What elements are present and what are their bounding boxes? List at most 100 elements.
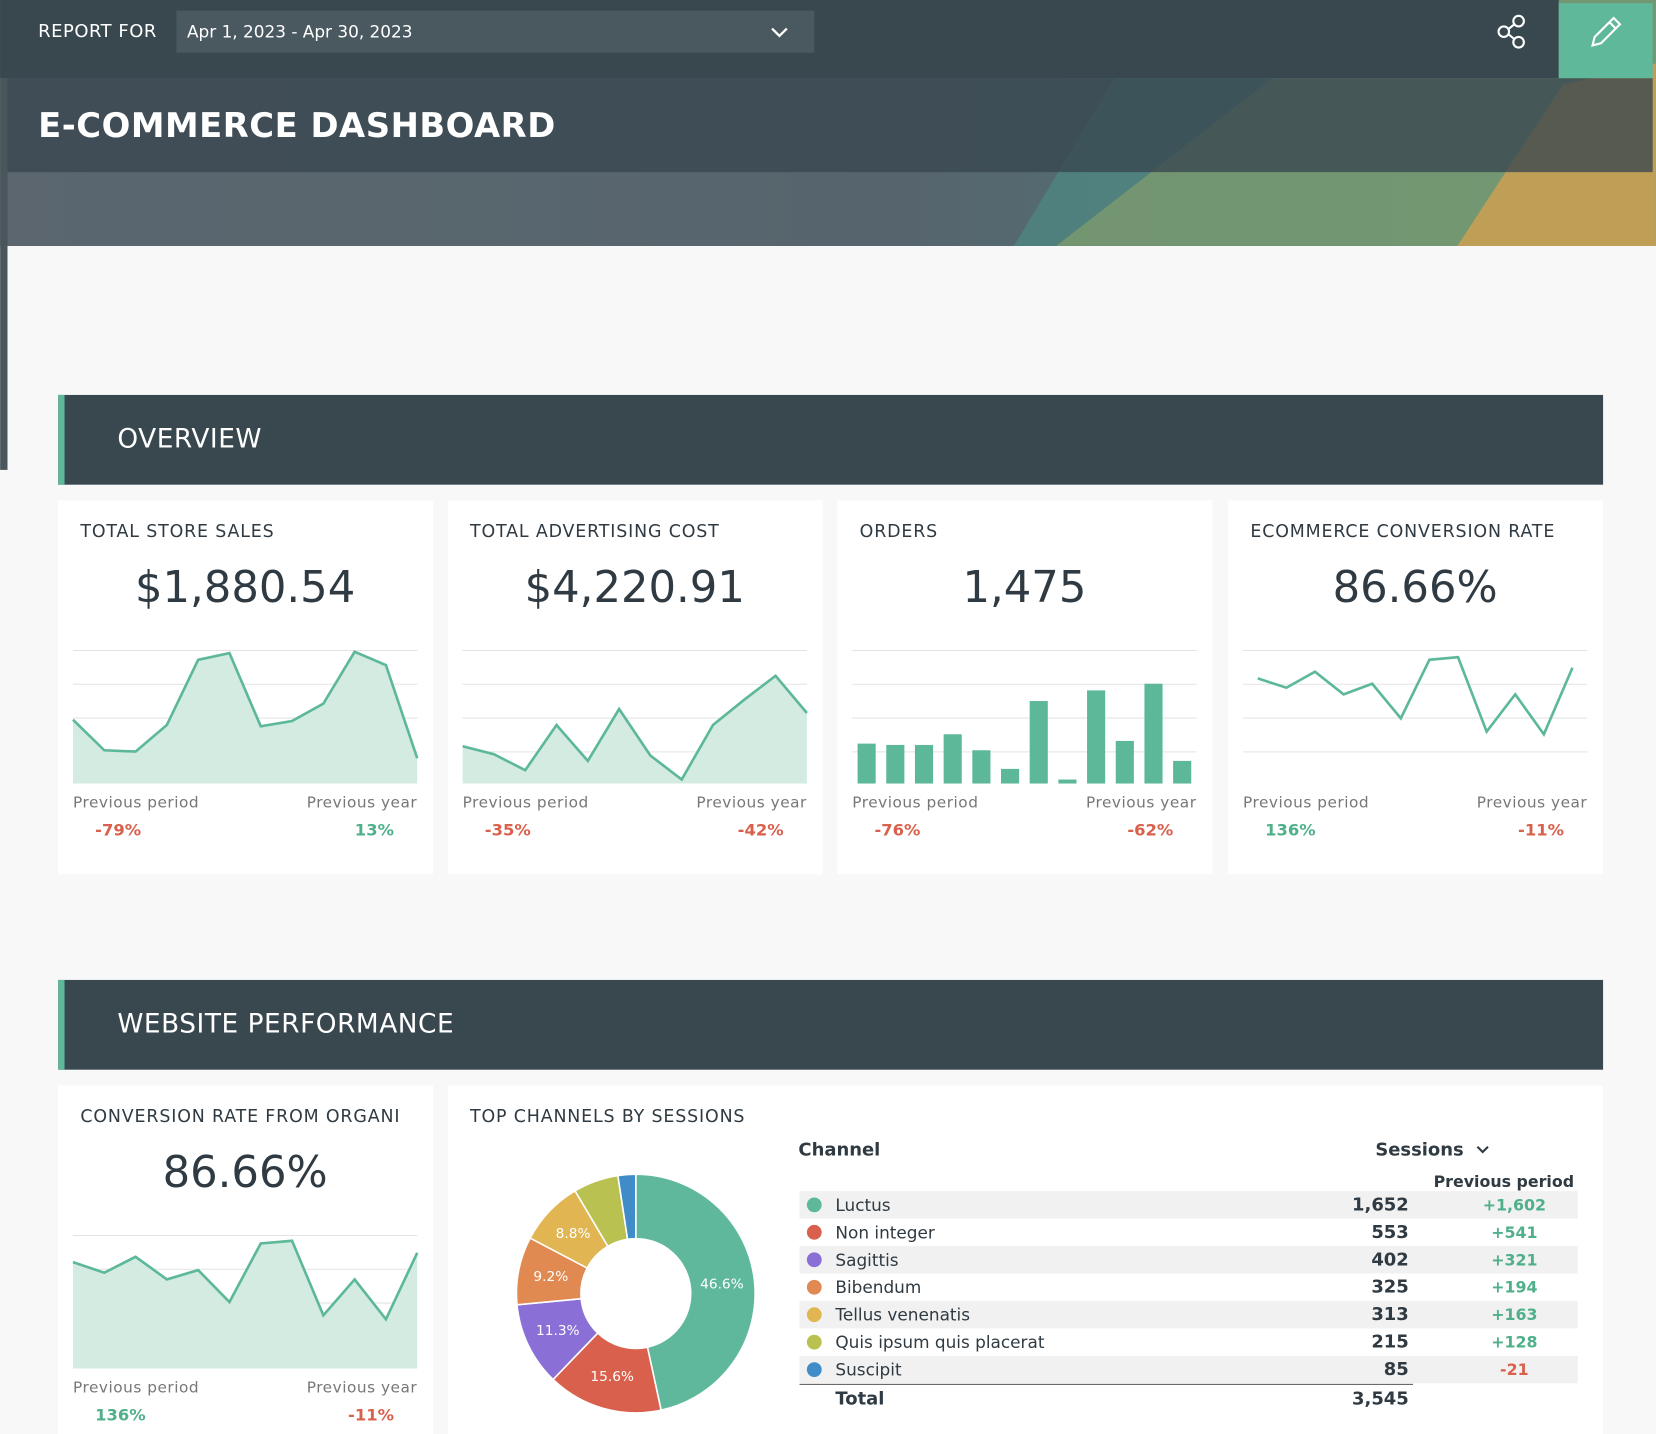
dropdown-box[interactable]	[176, 10, 815, 53]
change: +194	[1491, 1278, 1537, 1297]
card-title: TOTAL STORE SALES	[79, 522, 274, 542]
share-icon[interactable]	[1512, 14, 1525, 28]
date-range-dropdown[interactable]: Apr 1, 2023 - Apr 30, 2023	[176, 10, 815, 53]
title-band	[7, 78, 1653, 173]
edit-button[interactable]	[1558, 3, 1653, 79]
total-value: 3,545	[1352, 1389, 1409, 1410]
total-label: Total	[835, 1389, 884, 1410]
column-header: Previous period	[1434, 1172, 1574, 1191]
area	[72, 1240, 418, 1369]
section-title: OVERVIEW	[117, 424, 262, 454]
change: -21	[1500, 1360, 1529, 1379]
row-stripe	[799, 1355, 1578, 1384]
line	[1257, 655, 1574, 737]
pie-slice	[635, 1173, 756, 1412]
bar	[943, 734, 962, 784]
slice-label: 15.6%	[590, 1369, 634, 1385]
channel-name: Non integer	[835, 1222, 934, 1242]
card-title: TOP CHANNELS BY SESSIONS	[469, 1107, 745, 1127]
previous-year-value: -11%	[1518, 820, 1564, 839]
section-accent	[58, 394, 65, 485]
card-value: 86.66%	[163, 1148, 328, 1198]
channel-dot	[806, 1197, 822, 1213]
area	[462, 675, 807, 784]
card-title: ECOMMERCE CONVERSION RATE	[1250, 522, 1555, 542]
previous-year-value: -42%	[738, 820, 784, 839]
card-title: CONVERSION RATE FROM ORGANI	[80, 1107, 400, 1127]
previous-year-label: Previous year	[1086, 794, 1197, 812]
bar	[886, 744, 905, 784]
sessions: 85	[1384, 1359, 1409, 1380]
share-hit[interactable]	[1489, 13, 1533, 55]
previous-period-value: -76%	[874, 820, 920, 839]
dropdown-chevron[interactable]	[771, 27, 788, 38]
pie-slice	[616, 1173, 637, 1241]
row-stripe	[799, 1246, 1578, 1274]
previous-year-value: 13%	[355, 820, 394, 839]
change: +321	[1491, 1250, 1537, 1269]
sort-chevron[interactable]	[1476, 1146, 1489, 1154]
card-value: $4,220.91	[525, 563, 745, 613]
line	[72, 1239, 419, 1322]
date-range[interactable]: Apr 1, 2023 - Apr 30, 2023	[187, 22, 413, 42]
edit-background[interactable]	[1558, 3, 1653, 79]
card-value: 1,475	[962, 563, 1086, 613]
bar	[1144, 683, 1163, 784]
left-strip	[0, 0, 8, 470]
channel-dot	[806, 1362, 822, 1377]
row-stripe	[799, 1300, 1578, 1329]
card-title: TOTAL ADVERTISING COST	[469, 522, 720, 542]
channel-name: Luctus	[835, 1195, 890, 1215]
pencil-icon[interactable]	[1591, 16, 1622, 47]
previous-period-label: Previous period	[852, 794, 978, 812]
bar	[972, 750, 991, 784]
bar	[914, 744, 934, 784]
previous-period-value: 136%	[95, 1405, 146, 1424]
sessions: 402	[1371, 1249, 1408, 1270]
section-accent	[58, 979, 65, 1070]
sessions: 313	[1371, 1304, 1408, 1325]
previous-year-label: Previous year	[307, 1379, 418, 1397]
previous-period-value: 136%	[1265, 820, 1316, 839]
share-button[interactable]	[1489, 13, 1533, 55]
share-icon[interactable]	[1497, 25, 1511, 39]
channel-dot	[806, 1252, 822, 1268]
bar	[1001, 768, 1020, 784]
section-header	[58, 394, 1604, 485]
slice-label: 8.8%	[556, 1226, 591, 1242]
previous-period-label: Previous period	[1243, 794, 1369, 812]
previous-period-value: -79%	[95, 820, 141, 839]
bar	[1029, 701, 1048, 784]
area	[72, 651, 418, 784]
column-header: Channel	[798, 1139, 880, 1160]
change: +163	[1491, 1305, 1537, 1324]
sessions: 1,652	[1352, 1194, 1409, 1215]
row-stripe	[799, 1191, 1578, 1219]
previous-period-value: -35%	[485, 820, 531, 839]
previous-year-value: -11%	[348, 1405, 394, 1424]
sessions: 215	[1371, 1332, 1408, 1353]
channel-name: Quis ipsum quis placerat	[835, 1332, 1044, 1352]
share-icon[interactable]	[1508, 23, 1516, 40]
dashboard-title: E-COMMERCE DASHBOARD	[38, 106, 556, 145]
previous-period-label: Previous period	[463, 794, 589, 812]
bar	[1058, 779, 1077, 784]
channel-dot	[806, 1334, 822, 1350]
bar	[1115, 740, 1134, 784]
bar	[857, 743, 876, 784]
bar	[1087, 690, 1106, 784]
sessions: 553	[1371, 1222, 1408, 1243]
channel-dot	[806, 1279, 822, 1295]
previous-year-label: Previous year	[696, 794, 807, 812]
channel-dot	[806, 1224, 822, 1240]
channel-name: Tellus venenatis	[834, 1305, 970, 1325]
column-header[interactable]: Sessions	[1375, 1139, 1463, 1160]
card-value: 86.66%	[1333, 563, 1498, 613]
share-icon[interactable]	[1512, 35, 1525, 49]
slice-label: 46.6%	[700, 1276, 744, 1292]
previous-period-label: Previous period	[73, 794, 199, 812]
card-title: ORDERS	[860, 522, 938, 542]
previous-year-label: Previous year	[307, 794, 418, 812]
